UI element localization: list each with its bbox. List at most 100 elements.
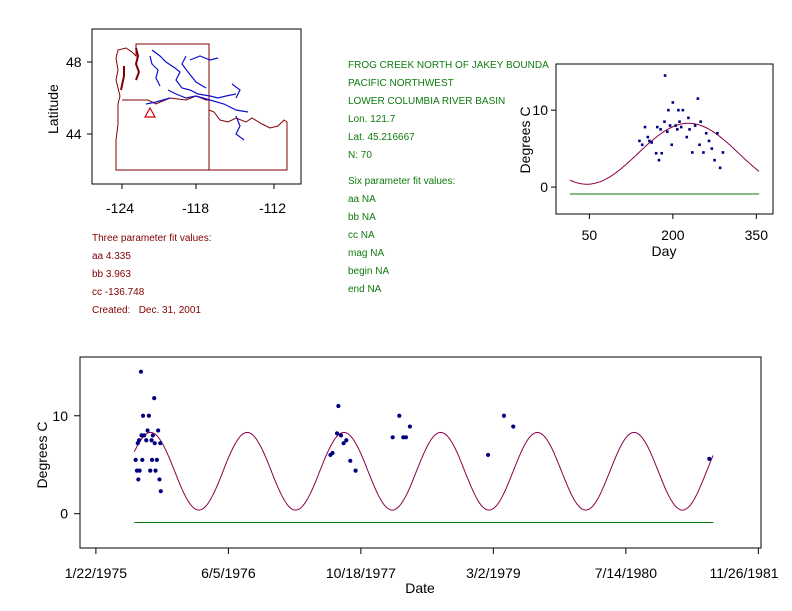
seasonal-data-point [638, 139, 641, 143]
three-fit-created: Created: Dec. 31, 2001 [92, 305, 201, 316]
seasonal-data-point [696, 97, 700, 100]
seasonal-data-point [718, 166, 722, 170]
timeseries-data-point [150, 433, 155, 438]
seasonal-marks [569, 74, 760, 195]
seasonal-ytick-0: 0 [540, 179, 548, 195]
three-fit-aa: aa 4.335 [92, 251, 131, 262]
seasonal-data-point [679, 125, 683, 129]
timeseries-xtick-4: 3/2/1979 [466, 565, 521, 581]
map-xtick--124: -124 [106, 200, 134, 216]
timeseries-xtick-6: 11/26/1981 [709, 565, 778, 581]
three-parameter-fit: Three parameter fit values: aa 4.335 bb … [92, 233, 212, 316]
timeseries-data-point [511, 424, 516, 429]
station-lon: Lon. 121.7 [348, 114, 396, 125]
timeseries-data-point [142, 433, 147, 438]
seasonal-data-point [716, 131, 719, 135]
seasonal-fit-curve [569, 122, 760, 185]
seasonal-data-point [640, 143, 644, 147]
timeseries-ytick-0: 0 [60, 506, 68, 522]
seasonal-data-point [660, 151, 664, 155]
seasonal-data-point [685, 135, 689, 139]
site-marker-icon [143, 106, 157, 118]
timeseries-chart: 0 10 1/22/1975 6/5/1976 10/18/1977 3/2/1… [34, 356, 779, 596]
seasonal-data-point [713, 158, 716, 162]
map-state-borders [115, 43, 288, 171]
station-name: FROG CREEK NORTH OF JAKEY BOUNDA [348, 60, 549, 71]
timeseries-xlabel: Date [405, 580, 435, 596]
seasonal-data-point [671, 101, 675, 104]
timeseries-data-point [136, 477, 141, 482]
timeseries-fit-curve [133, 431, 714, 511]
timeseries-data-point [138, 369, 144, 374]
timeseries-tick-marks [74, 415, 759, 554]
seasonal-tick-marks [551, 109, 757, 219]
timeseries-data-point [140, 413, 146, 418]
seasonal-ylabel: Degrees C [517, 107, 533, 174]
seasonal-data-point [670, 143, 674, 147]
timeseries-data-point [353, 468, 358, 473]
timeseries-data-point [485, 452, 491, 458]
seasonal-data-point [710, 147, 714, 150]
seasonal-data-point [677, 108, 680, 112]
seasonal-chart: 0 10 50 200 350 Day Degrees C [517, 63, 774, 259]
station-n: N: 70 [348, 150, 372, 161]
seasonal-plot-frame [555, 63, 774, 215]
six-fit-title: Six parameter fit values: [348, 176, 455, 187]
map-rivers [145, 49, 249, 141]
station-basin: LOWER COLUMBIA RIVER BASIN [348, 96, 505, 107]
seasonal-data-point [687, 116, 690, 120]
timeseries-data-point [336, 403, 341, 409]
map-ylabel: Latitude [45, 84, 61, 134]
timeseries-data-point [330, 450, 335, 456]
timeseries-data-point [137, 468, 142, 473]
six-fit-mag: mag NA [348, 248, 384, 259]
timeseries-data-point [338, 433, 344, 438]
six-fit-cc: cc NA [348, 230, 375, 241]
timeseries-ylabel: Degrees C [34, 422, 50, 489]
timeseries-data-point [156, 428, 161, 433]
seasonal-data-point [667, 108, 670, 112]
seasonal-data-point [643, 125, 647, 129]
timeseries-data-point [407, 424, 413, 429]
seasonal-data-point [657, 158, 661, 162]
three-fit-title: Three parameter fit values: [92, 233, 212, 244]
seasonal-data-point [655, 125, 659, 129]
seasonal-data-point [702, 151, 705, 154]
seasonal-data-point [691, 151, 694, 154]
timeseries-data-point [348, 458, 353, 463]
seasonal-data-point [646, 135, 650, 139]
timeseries-data-point [144, 438, 149, 443]
timeseries-xtick-5: 7/14/1980 [595, 565, 657, 581]
seasonal-data-point [698, 143, 701, 147]
seasonal-xlabel: Day [652, 243, 677, 259]
seasonal-data-point [693, 124, 697, 127]
seasonal-xtick-200: 200 [661, 227, 685, 243]
timeseries-data-point [149, 457, 155, 462]
timeseries-data-point [148, 468, 153, 473]
timeseries-plot-frame [79, 356, 762, 549]
seasonal-data-point [688, 128, 691, 131]
seasonal-data-point [665, 130, 669, 133]
timeseries-data-point [133, 457, 138, 462]
three-fit-cc: cc -136.748 [92, 287, 145, 298]
timeseries-data-point [403, 435, 409, 440]
timeseries-data-point [158, 441, 163, 446]
timeseries-data-point [707, 456, 712, 461]
map-panel: 48 44 -124 -118 -112 Latitude [45, 28, 302, 216]
map-ytick-48: 48 [66, 54, 82, 70]
map-frame [91, 28, 302, 185]
six-fit-aa: aa NA [348, 194, 376, 205]
timeseries-ytick-10: 10 [52, 408, 68, 424]
timeseries-data-point [157, 477, 162, 482]
timeseries-data-point [397, 413, 402, 418]
map-xtick--112: -112 [259, 200, 286, 216]
timeseries-data-point [149, 438, 154, 443]
timeseries-data-point [152, 441, 157, 446]
seasonal-data-point [678, 120, 681, 123]
timeseries-data-point [145, 428, 150, 433]
timeseries-marks [133, 369, 714, 524]
timeseries-xtick-2: 6/5/1976 [201, 565, 256, 581]
station-info: FROG CREEK NORTH OF JAKEY BOUNDA PACIFIC… [348, 60, 549, 161]
seasonal-ytick-10: 10 [532, 102, 548, 118]
seasonal-data-point [721, 151, 725, 154]
